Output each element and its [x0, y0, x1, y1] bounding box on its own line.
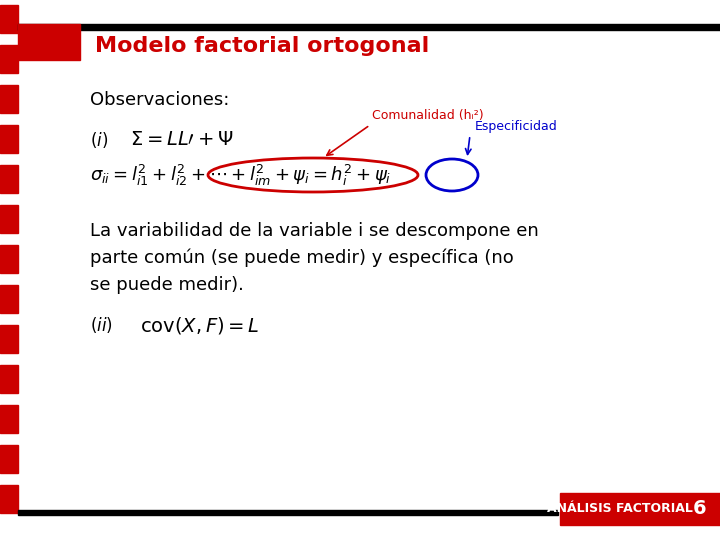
Bar [0, 165, 18, 193]
Bar [0, 245, 18, 273]
Bar [0, 485, 18, 513]
Bar [0, 5, 18, 33]
Bar [0, 325, 18, 353]
Bar [18, 510, 558, 515]
Bar [560, 493, 720, 525]
Text: $(i)$: $(i)$ [90, 130, 108, 150]
Text: $\sigma_{ii} = l_{i1}^2 + l_{i2}^2 + \cdots + l_{im}^2 + \psi_i = h_i^2 + \psi_i: $\sigma_{ii} = l_{i1}^2 + l_{i2}^2 + \cd… [90, 163, 392, 187]
Bar [0, 125, 18, 153]
Text: Comunalidad (hᵢ²): Comunalidad (hᵢ²) [372, 109, 484, 122]
Bar [0, 45, 18, 73]
Text: $\Sigma = LL\prime + \Psi$: $\Sigma = LL\prime + \Psi$ [130, 131, 233, 149]
Text: 6: 6 [693, 500, 707, 518]
Bar [18, 24, 720, 30]
Text: La variabilidad de la variable i se descompone en
parte común (se puede medir) y: La variabilidad de la variable i se desc… [90, 222, 539, 294]
Text: Modelo factorial ortogonal: Modelo factorial ortogonal [95, 36, 429, 56]
Bar [0, 405, 18, 433]
Text: ANÁLISIS FACTORIAL: ANÁLISIS FACTORIAL [547, 503, 693, 516]
Text: Observaciones:: Observaciones: [90, 91, 230, 109]
Bar [0, 85, 18, 113]
Text: $\mathrm{cov}(X, F) = L$: $\mathrm{cov}(X, F) = L$ [140, 314, 260, 335]
Bar [0, 445, 18, 473]
Bar [18, 24, 80, 60]
Text: $(ii)$: $(ii)$ [90, 315, 113, 335]
Bar [0, 365, 18, 393]
Text: Especificidad: Especificidad [475, 120, 558, 133]
Bar [0, 285, 18, 313]
Bar [0, 205, 18, 233]
